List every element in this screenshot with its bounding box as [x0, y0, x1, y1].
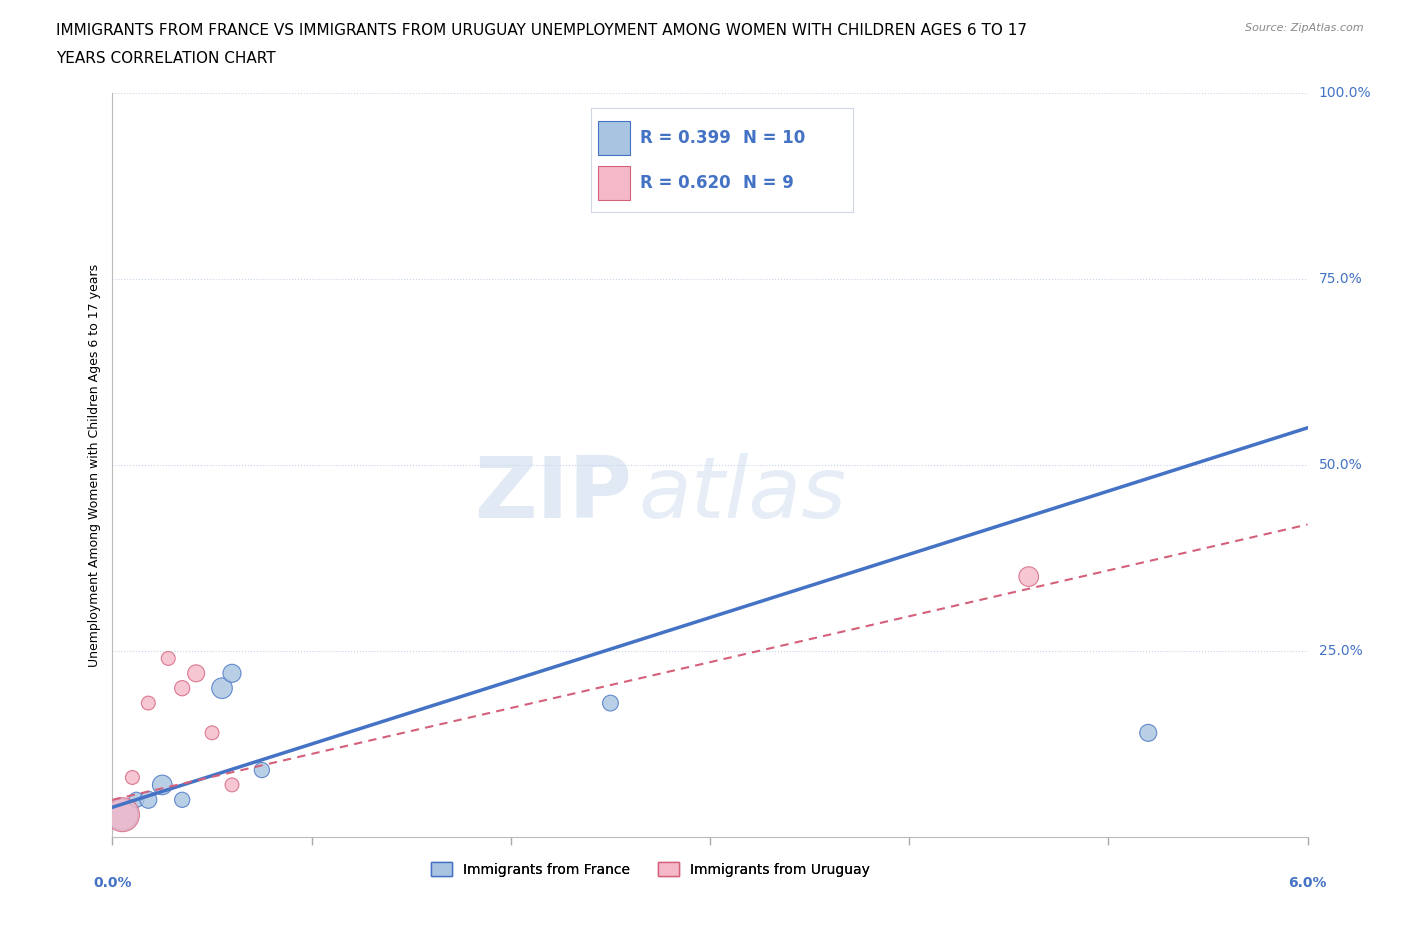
- Point: [150, 777, 173, 792]
- Text: IMMIGRANTS FROM FRANCE VS IMMIGRANTS FROM URUGUAY UNEMPLOYMENT AMONG WOMEN WITH : IMMIGRANTS FROM FRANCE VS IMMIGRANTS FRO…: [56, 23, 1028, 38]
- Text: atlas: atlas: [638, 453, 846, 537]
- Point: [211, 681, 233, 696]
- Point: [138, 696, 160, 711]
- Y-axis label: Unemployment Among Women with Children Ages 6 to 17 years: Unemployment Among Women with Children A…: [89, 263, 101, 667]
- Point: [111, 807, 134, 822]
- Point: [138, 792, 160, 807]
- Point: [157, 651, 180, 666]
- Text: 25.0%: 25.0%: [1319, 644, 1362, 658]
- Text: 100.0%: 100.0%: [1319, 86, 1371, 100]
- Point: [221, 666, 243, 681]
- Point: [250, 763, 273, 777]
- Point: [121, 770, 143, 785]
- Point: [201, 725, 224, 740]
- Point: [1018, 569, 1040, 584]
- Text: ZIP: ZIP: [475, 453, 633, 537]
- Legend: Immigrants from France, Immigrants from Uruguay: Immigrants from France, Immigrants from …: [426, 857, 875, 883]
- Point: [172, 681, 194, 696]
- Point: [125, 792, 148, 807]
- Text: Source: ZipAtlas.com: Source: ZipAtlas.com: [1246, 23, 1364, 33]
- Point: [111, 807, 134, 822]
- Point: [221, 777, 243, 792]
- Point: [172, 792, 194, 807]
- Point: [599, 696, 621, 711]
- Text: 6.0%: 6.0%: [1288, 876, 1327, 890]
- Point: [186, 666, 208, 681]
- Point: [1137, 725, 1160, 740]
- Text: 50.0%: 50.0%: [1319, 458, 1362, 472]
- Text: 75.0%: 75.0%: [1319, 272, 1362, 286]
- Text: YEARS CORRELATION CHART: YEARS CORRELATION CHART: [56, 51, 276, 66]
- Text: 0.0%: 0.0%: [93, 876, 132, 890]
